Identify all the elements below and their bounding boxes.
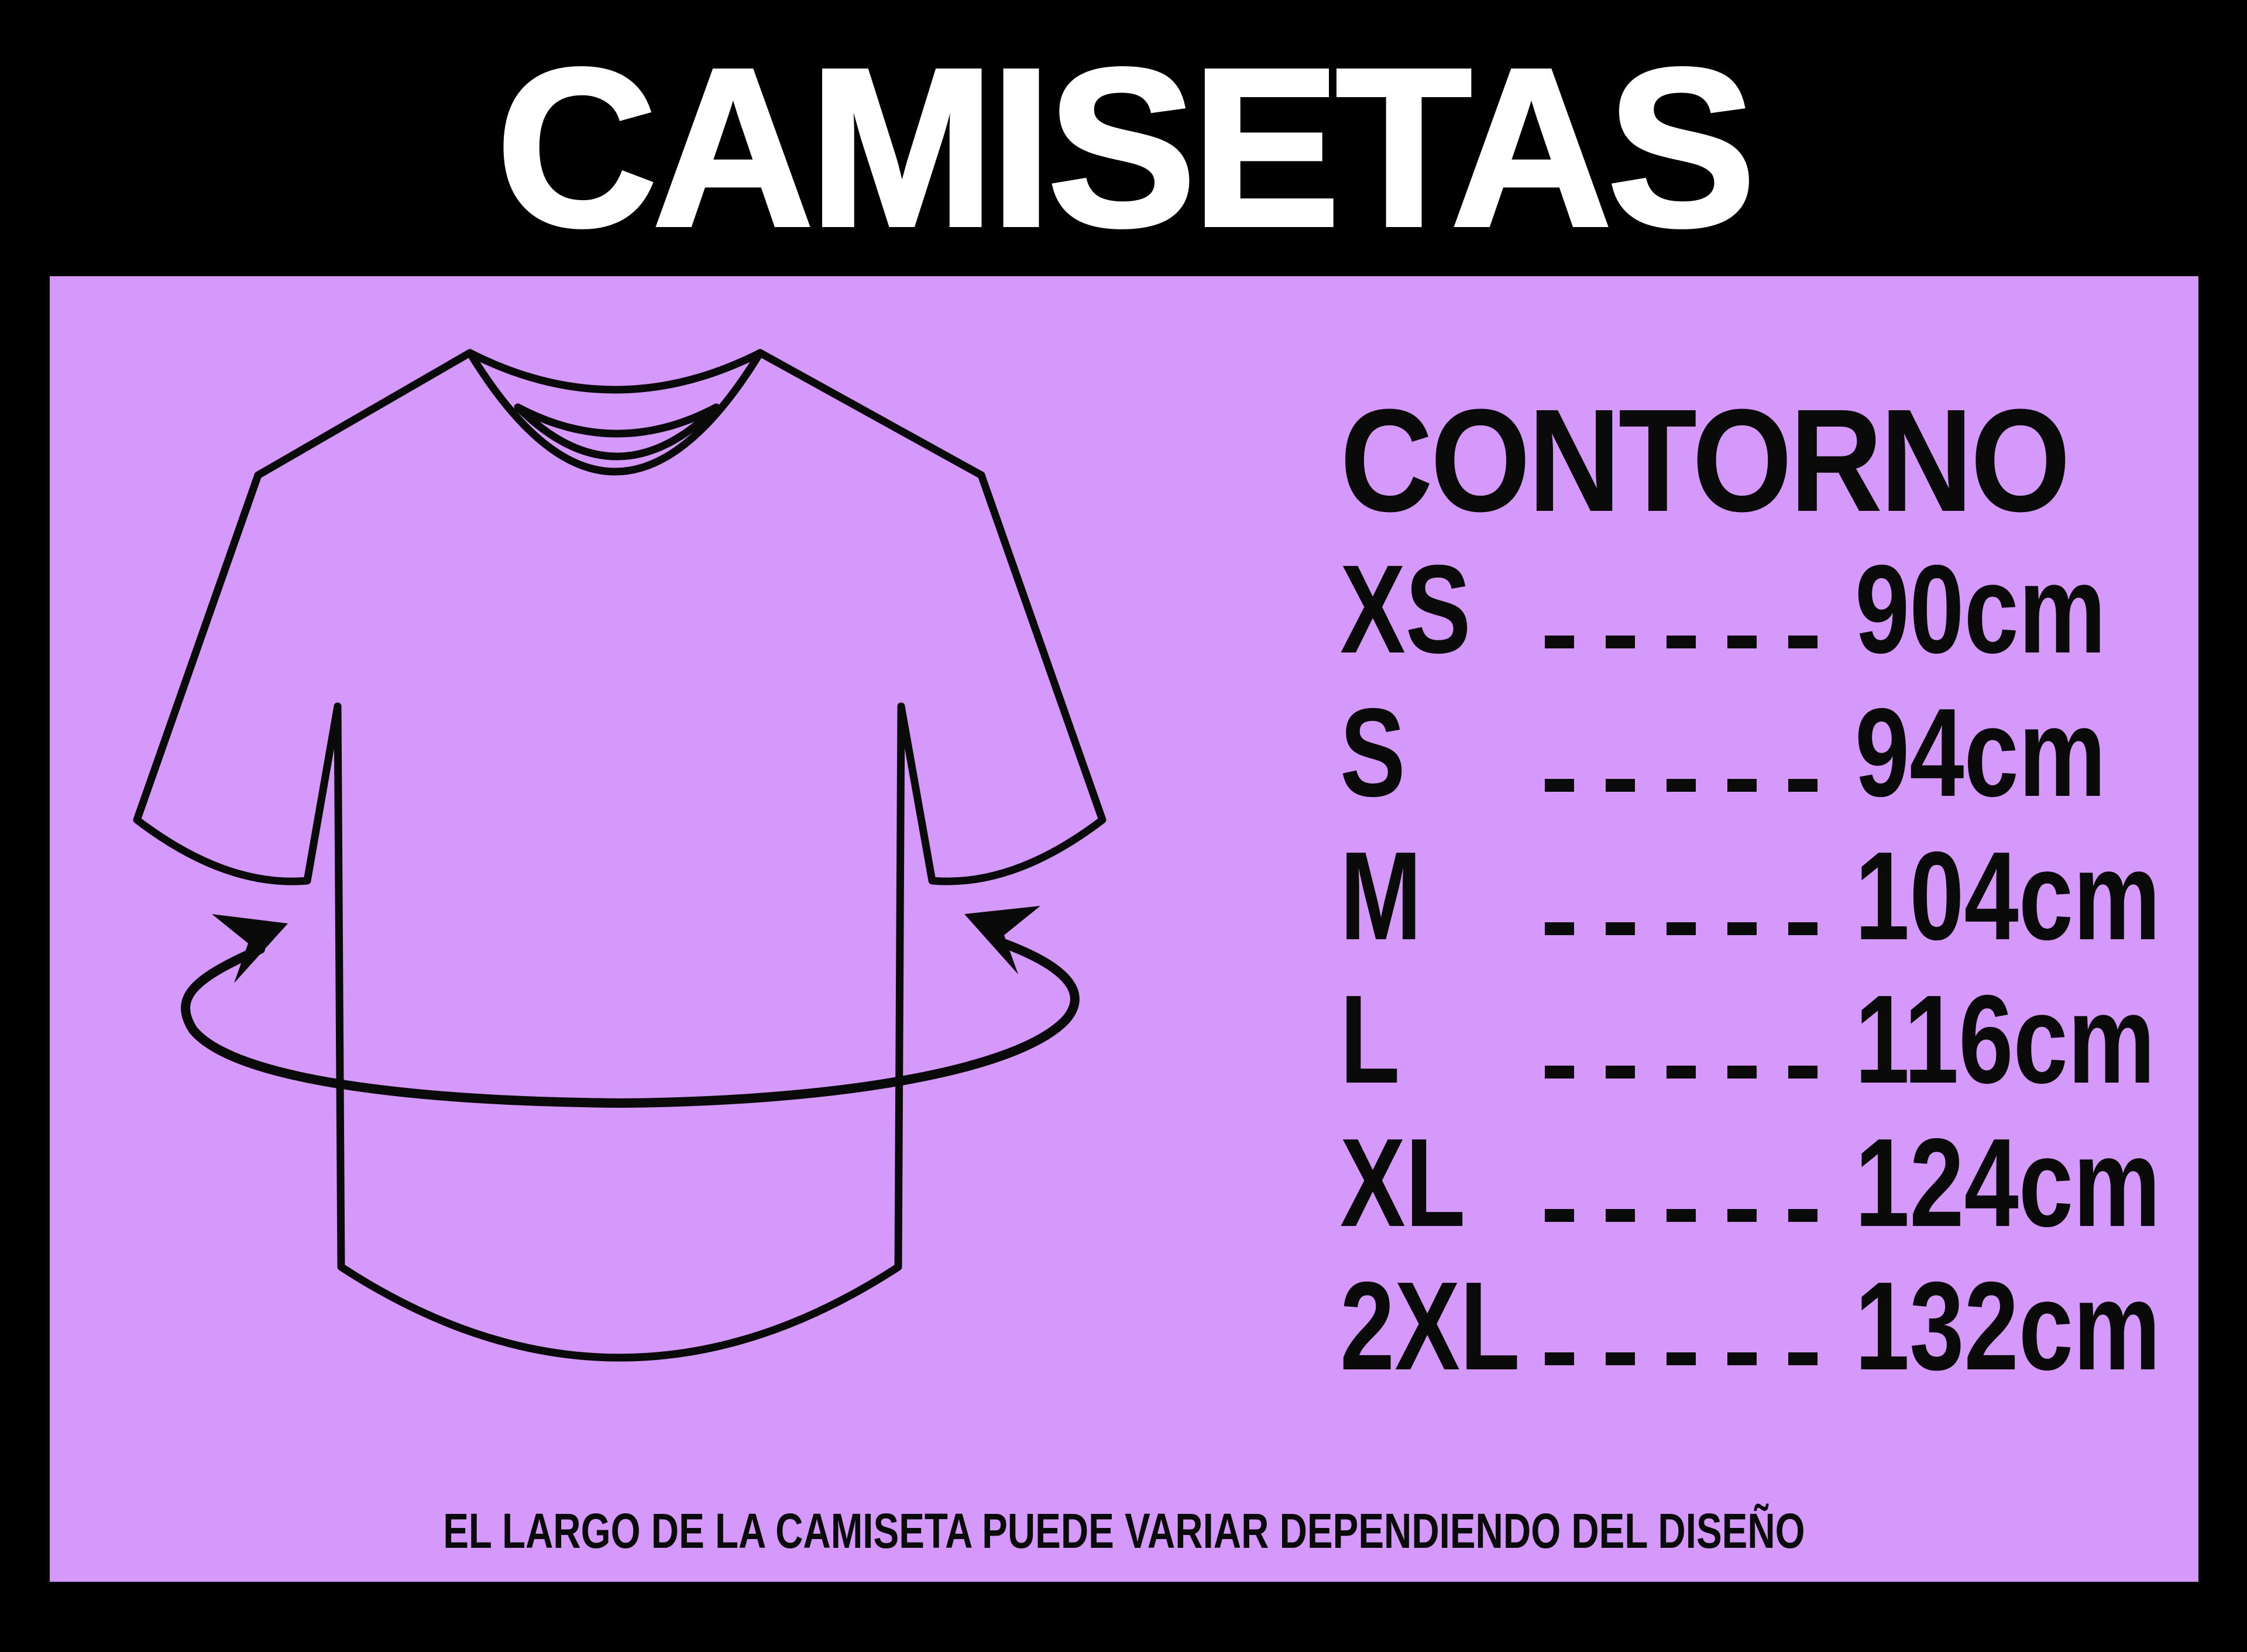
dashed-leader (1545, 636, 1837, 648)
dashed-leader (1545, 779, 1837, 792)
size-label: XS (1340, 538, 1471, 679)
measure-arrow-line-icon (181, 937, 1080, 1108)
size-value: 116cm (1855, 968, 2155, 1110)
size-row-xl: XL 124cm (1340, 1119, 2171, 1245)
size-chart-panel: CONTORNO XS 90cm S 94cm M 104cm L 116cm (50, 276, 2198, 1582)
tshirt-illustration (133, 349, 1107, 1362)
tshirt-shoulder-left-icon (254, 349, 474, 479)
size-row-2xl: 2XL 132cm (1340, 1263, 2171, 1389)
size-row-l: L 116cm (1340, 976, 2171, 1102)
size-rows: XS 90cm S 94cm M 104cm L 116cm XL (1340, 546, 2171, 1389)
size-label: XL (1340, 1112, 1466, 1253)
size-value: 94cm (1855, 682, 2106, 823)
size-row-xs: XS 90cm (1340, 546, 2171, 672)
size-chart-heading: CONTORNO (1340, 379, 2071, 542)
size-chart: CONTORNO XS 90cm S 94cm M 104cm L 116cm (1340, 387, 2171, 1406)
footnote: EL LARGO DE LA CAMISETA PUEDE VARIAR DEP… (50, 1506, 2198, 1555)
size-value: 132cm (1855, 1255, 2161, 1396)
tshirt-sleeve-left-icon (133, 471, 342, 885)
dashed-leader (1545, 1352, 1837, 1365)
dashed-leader (1545, 1066, 1837, 1079)
tshirt-sleeve-right-icon (897, 471, 1107, 885)
size-value: 90cm (1855, 538, 2106, 679)
size-label: L (1340, 968, 1400, 1110)
tshirt-body-icon (334, 702, 905, 1362)
measure-arrowhead-right-icon (964, 906, 1040, 974)
footnote-text: EL LARGO DE LA CAMISETA PUEDE VARIAR DEP… (443, 1503, 1805, 1558)
size-value: 124cm (1855, 1112, 2161, 1253)
tshirt-collar-ribbing-icon (514, 403, 720, 461)
page-title: CAMISETAS (494, 20, 1757, 273)
tshirt-collar-back-icon (466, 349, 764, 394)
size-value: 104cm (1855, 825, 2161, 966)
title-bar: CAMISETAS (0, 0, 2247, 276)
dashed-leader (1545, 922, 1837, 935)
size-label: 2XL (1340, 1255, 1520, 1396)
measure-arrowhead-left-icon (212, 914, 288, 983)
tshirt-shoulder-right-icon (756, 349, 985, 479)
tshirt-collar-front-icon (466, 349, 764, 476)
dashed-leader (1545, 1209, 1837, 1222)
size-label: S (1340, 682, 1406, 823)
size-row-m: M 104cm (1340, 833, 2171, 959)
size-label: M (1340, 825, 1422, 966)
size-row-s: S 94cm (1340, 689, 2171, 815)
